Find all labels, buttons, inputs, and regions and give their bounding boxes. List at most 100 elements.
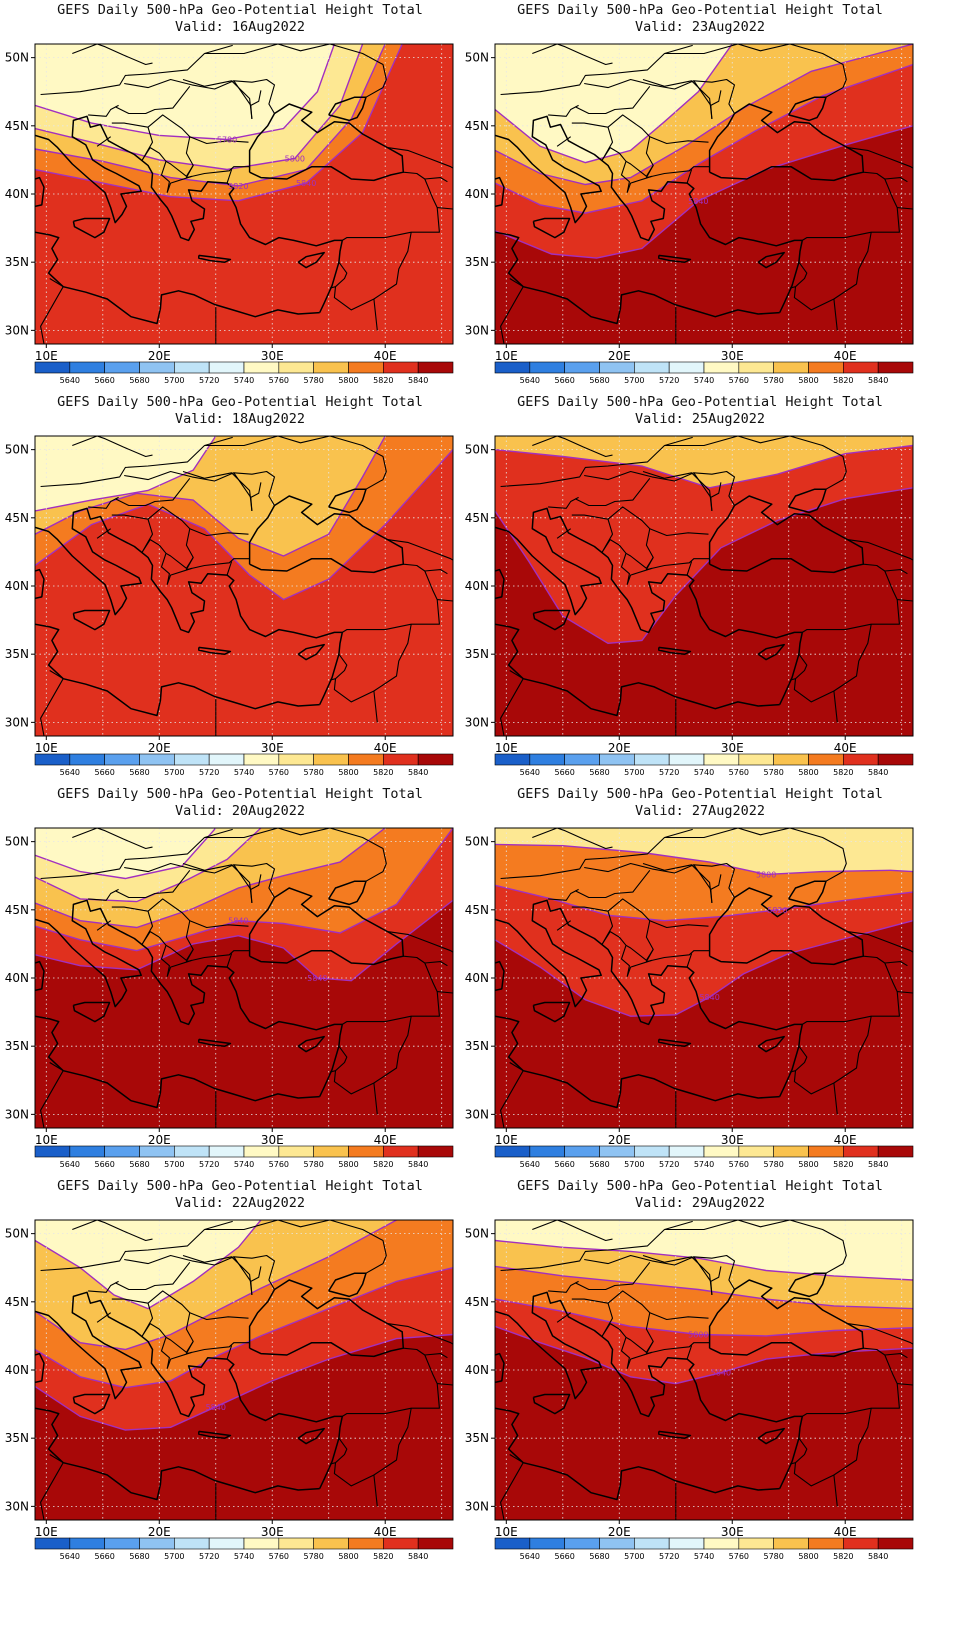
country-border xyxy=(897,991,913,994)
country-border xyxy=(645,557,710,571)
country-border xyxy=(114,869,191,899)
colorbar-label: 5780 xyxy=(763,768,783,777)
coastline xyxy=(495,1407,780,1501)
panel-valid-date: Valid: 16Aug2022 xyxy=(174,19,306,35)
country-border xyxy=(226,561,233,576)
country-border xyxy=(147,1290,194,1353)
colorbar-swatch xyxy=(69,753,105,766)
lat-label: 35N xyxy=(465,647,489,661)
country-border xyxy=(693,862,736,898)
lat-label: 30N xyxy=(5,1107,29,1121)
colorbar-swatch xyxy=(208,753,245,766)
colorbar-swatch xyxy=(703,1537,740,1550)
colorbar-label: 5800 xyxy=(338,376,358,385)
coastline xyxy=(35,115,344,313)
colorbar-swatch xyxy=(69,1537,105,1550)
coastline xyxy=(248,495,405,574)
colorbar-label: 5700 xyxy=(624,1552,644,1561)
country-border xyxy=(185,949,250,963)
colorbar-swatch xyxy=(634,1145,670,1158)
country-border xyxy=(626,959,653,977)
colorbar-swatch xyxy=(564,361,600,374)
colorbar-label: 5720 xyxy=(659,768,679,777)
colorbar-label: 5760 xyxy=(729,1552,749,1561)
country-border xyxy=(686,561,693,576)
map-plot-area: 5800 5840 xyxy=(495,1220,913,1520)
lon-label: 30E xyxy=(721,349,744,363)
country-border xyxy=(802,1354,900,1417)
coastline xyxy=(198,1038,232,1047)
coastline xyxy=(788,488,827,514)
lat-label: 45N xyxy=(5,903,29,917)
coastline xyxy=(35,1015,320,1109)
country-border xyxy=(607,1290,654,1353)
country-border xyxy=(645,1341,710,1355)
coastline xyxy=(297,1035,325,1053)
lat-label: 50N xyxy=(465,443,489,457)
coastline xyxy=(495,176,505,208)
country-border xyxy=(607,506,654,569)
country-border xyxy=(111,122,170,193)
country-border xyxy=(166,175,193,193)
coastline xyxy=(912,930,913,932)
country-border xyxy=(437,1383,453,1386)
country-border xyxy=(710,482,722,498)
coastline xyxy=(912,538,913,540)
colorbar-label: 5800 xyxy=(338,1552,358,1561)
coastline xyxy=(35,623,320,717)
colorbar-swatch xyxy=(348,1537,384,1550)
country-border xyxy=(574,477,651,507)
country-border xyxy=(626,175,653,193)
colorbar-swatch xyxy=(877,1537,914,1550)
colorbar-label: 5780 xyxy=(303,768,323,777)
lat-label: 40N xyxy=(5,579,29,593)
country-border xyxy=(793,232,872,311)
country-border xyxy=(387,931,453,953)
contour-line xyxy=(35,449,453,601)
colorbar-label: 5840 xyxy=(868,376,888,385)
colorbar-swatch xyxy=(243,753,280,766)
colorbar-swatch xyxy=(634,753,670,766)
country-border xyxy=(333,624,412,703)
coastline xyxy=(328,488,367,514)
lat-label: 35N xyxy=(465,1039,489,1053)
country-border xyxy=(584,78,713,120)
contour-label: 5840 xyxy=(699,993,719,1002)
coastline xyxy=(757,251,785,269)
country-border xyxy=(111,514,170,585)
country-border xyxy=(649,136,709,145)
lon-label: 40E xyxy=(834,349,857,363)
colorbar-swatch xyxy=(417,361,454,374)
colorbar-swatch xyxy=(174,361,210,374)
contour-line xyxy=(35,436,217,512)
contour-label: 5840 xyxy=(296,179,316,188)
colorbar-swatch xyxy=(529,361,565,374)
country-border xyxy=(189,920,249,929)
contour-line xyxy=(35,1333,453,1431)
colorbar-label: 5700 xyxy=(164,1160,184,1169)
colorbar-swatch xyxy=(738,1145,774,1158)
country-border xyxy=(40,44,233,96)
coastline xyxy=(198,254,232,263)
panel-valid-date: Valid: 18Aug2022 xyxy=(174,411,306,427)
lon-label: 30E xyxy=(261,1525,284,1539)
contour-line xyxy=(495,843,913,876)
country-border xyxy=(642,78,713,120)
geopotential-map: 5840 5840 10E 20E 30E 40E 50N 45N 40N 35N 30N 5640 5… xyxy=(5,827,454,1169)
colorbar-swatch xyxy=(139,361,175,374)
colorbar-swatch xyxy=(34,361,71,374)
coastline xyxy=(248,103,405,182)
lat-label: 35N xyxy=(5,1039,29,1053)
country-border xyxy=(111,906,170,977)
coastline xyxy=(532,1001,571,1023)
colorbar-swatch xyxy=(529,753,565,766)
colorbar-swatch xyxy=(773,1537,809,1550)
colorbar-swatch xyxy=(808,361,844,374)
country-border xyxy=(897,1383,913,1386)
country-border xyxy=(642,862,713,904)
lat-label: 35N xyxy=(465,255,489,269)
lon-label: 20E xyxy=(608,1133,631,1147)
colorbar-label: 5780 xyxy=(303,1160,323,1169)
country-border xyxy=(124,862,253,904)
colorbar-label: 5660 xyxy=(554,1160,574,1169)
